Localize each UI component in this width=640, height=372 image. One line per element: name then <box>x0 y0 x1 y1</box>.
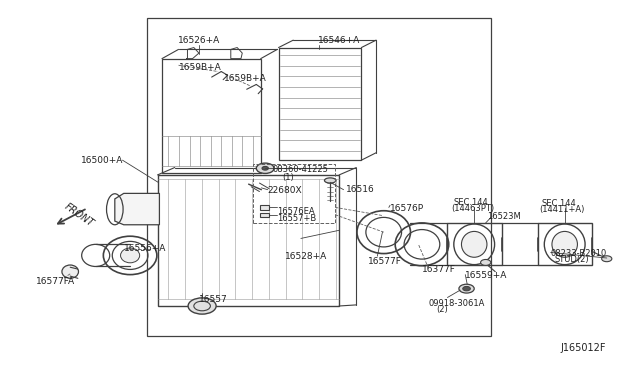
Bar <box>447 223 502 265</box>
Ellipse shape <box>602 256 612 262</box>
Ellipse shape <box>262 166 268 170</box>
Text: 08360-41225: 08360-41225 <box>272 165 328 174</box>
Text: 09918-3061A: 09918-3061A <box>428 299 484 308</box>
Text: (2): (2) <box>436 305 448 314</box>
Text: 16576EA: 16576EA <box>276 206 314 216</box>
Text: 16577F: 16577F <box>369 257 403 266</box>
Text: 16377F: 16377F <box>422 264 456 273</box>
Polygon shape <box>115 193 159 225</box>
Text: 16516: 16516 <box>346 185 374 194</box>
Ellipse shape <box>552 231 577 257</box>
Text: 16526+A: 16526+A <box>178 36 220 45</box>
Bar <box>538 223 592 265</box>
Text: 16577FA: 16577FA <box>36 277 76 286</box>
Text: FRONT: FRONT <box>63 202 95 229</box>
Ellipse shape <box>481 260 491 265</box>
Text: (14463PT): (14463PT) <box>451 204 494 214</box>
Text: 16500+A: 16500+A <box>81 155 124 165</box>
Text: 22680X: 22680X <box>268 186 302 195</box>
Ellipse shape <box>62 265 79 278</box>
Text: 16559+A: 16559+A <box>465 271 508 280</box>
Text: 16523M: 16523M <box>487 212 521 221</box>
Text: 16557: 16557 <box>199 295 228 304</box>
Text: 16528+A: 16528+A <box>285 251 327 261</box>
Ellipse shape <box>188 298 216 314</box>
Bar <box>278 48 362 160</box>
Ellipse shape <box>120 248 140 263</box>
Text: (14411+A): (14411+A) <box>540 205 584 214</box>
Bar <box>147 18 491 336</box>
Bar <box>260 205 269 210</box>
Text: 16557+B: 16557+B <box>276 214 316 223</box>
Text: STUD(2): STUD(2) <box>554 255 589 264</box>
Ellipse shape <box>324 178 336 183</box>
Text: (1): (1) <box>282 173 294 182</box>
Text: J165012F: J165012F <box>561 343 606 353</box>
Bar <box>260 212 269 217</box>
Bar <box>253 164 335 223</box>
Ellipse shape <box>256 163 274 173</box>
Text: SEC.144: SEC.144 <box>541 199 577 208</box>
Text: 08233-B2010: 08233-B2010 <box>550 249 607 258</box>
Ellipse shape <box>459 284 474 293</box>
Bar <box>162 59 260 173</box>
Text: 1659B+A: 1659B+A <box>179 63 221 72</box>
Bar <box>157 175 339 306</box>
Text: 16556+A: 16556+A <box>124 244 167 253</box>
Ellipse shape <box>461 231 487 257</box>
Text: 16546+A: 16546+A <box>318 36 360 45</box>
Text: 1659B+A: 1659B+A <box>225 74 267 83</box>
Text: 16576P: 16576P <box>390 203 424 213</box>
Ellipse shape <box>463 286 470 291</box>
Text: SEC.144: SEC.144 <box>454 198 488 207</box>
